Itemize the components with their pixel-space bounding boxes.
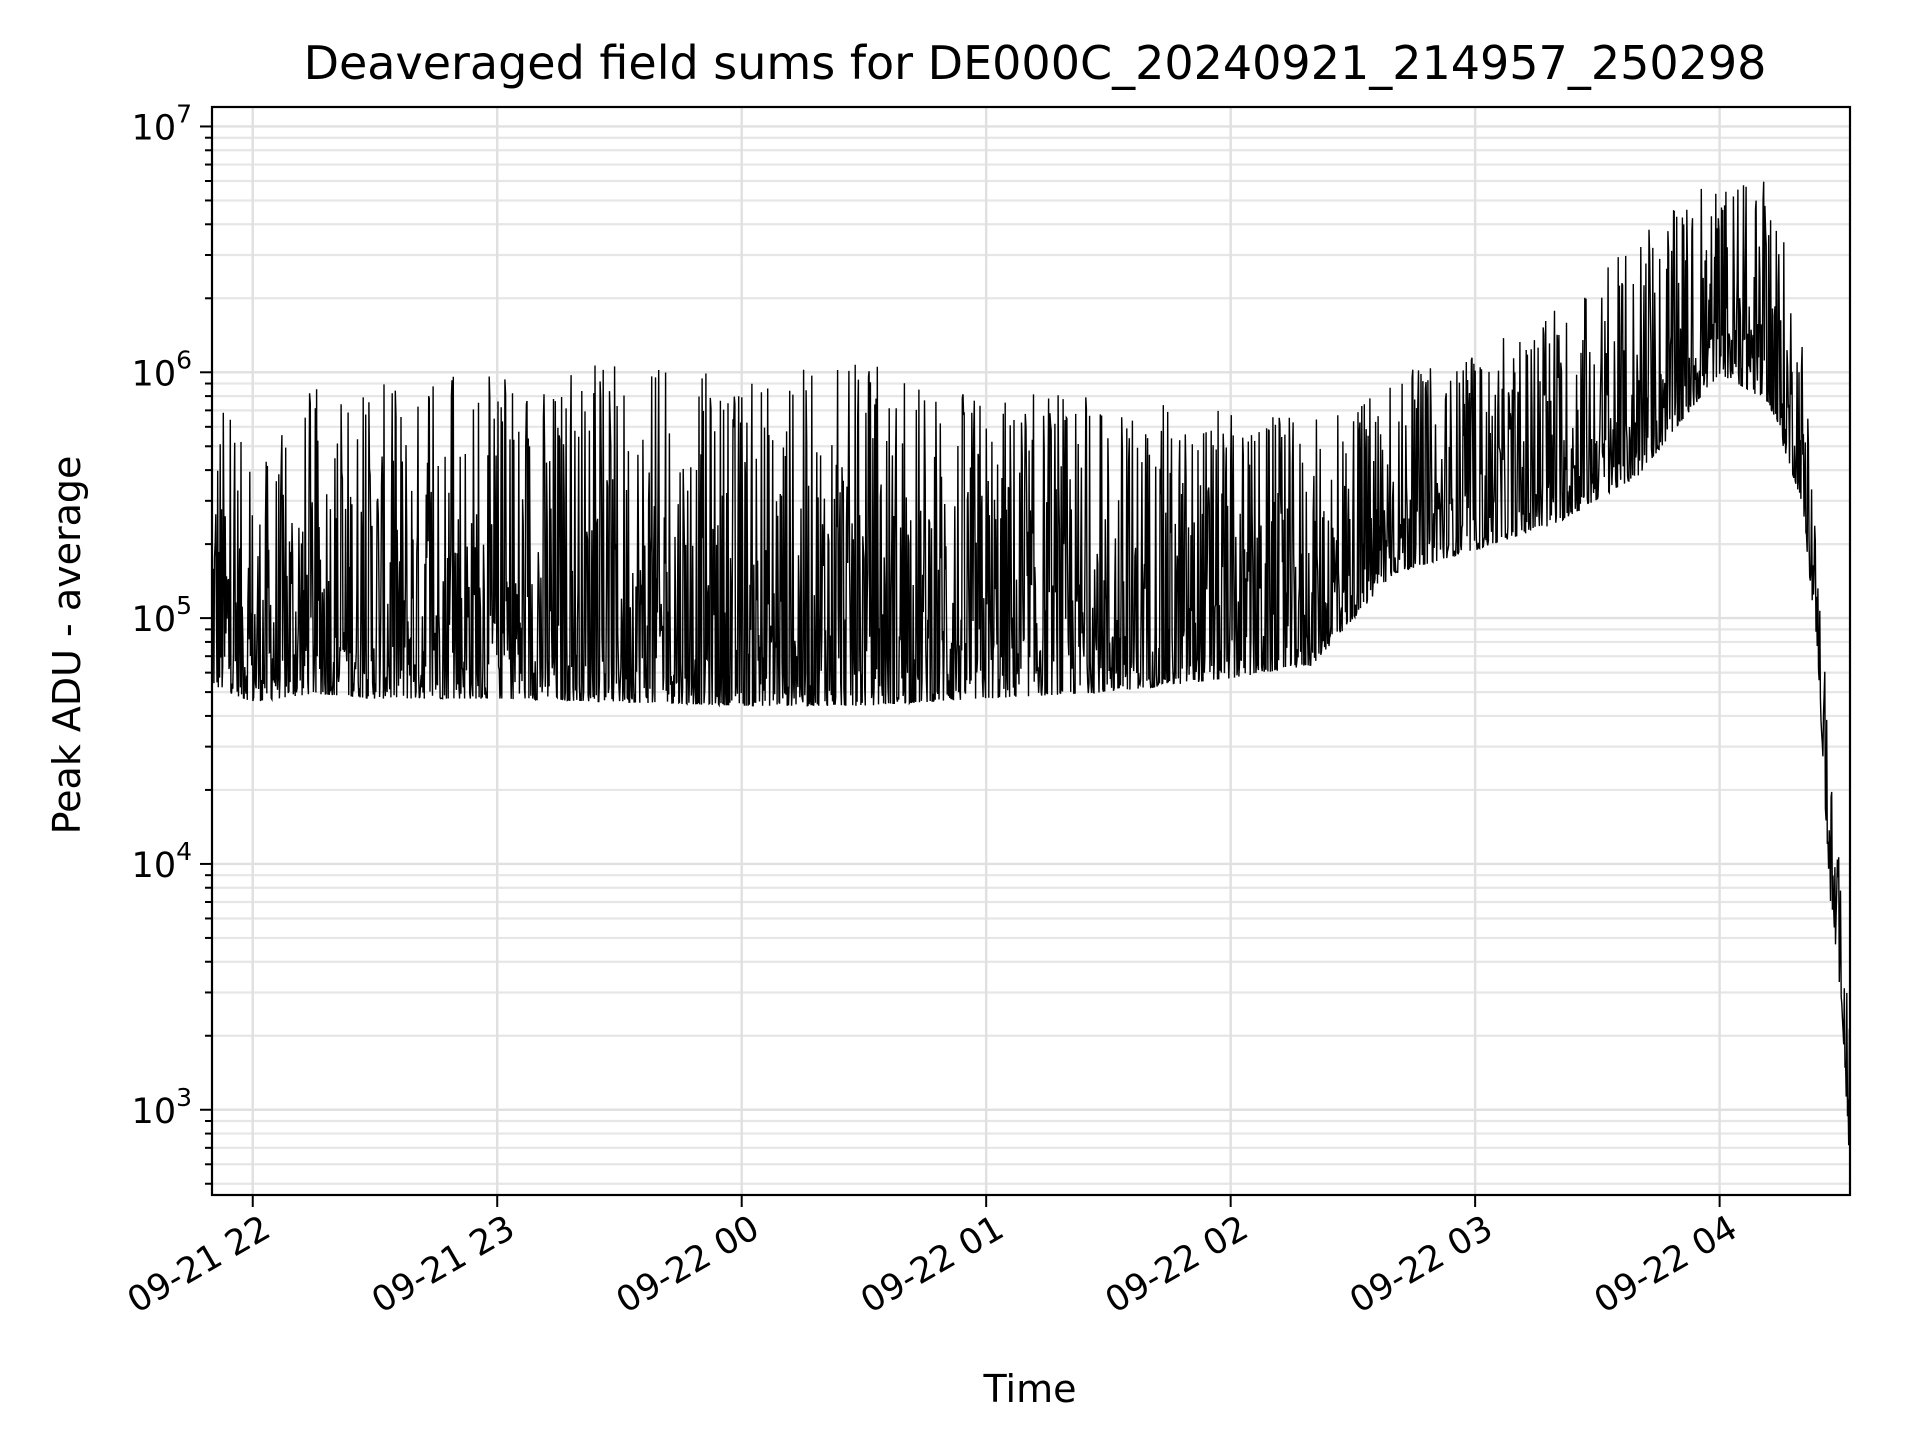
- y-tick-label: 104: [132, 837, 192, 886]
- y-tick-label: 105: [132, 591, 192, 640]
- y-tick-label-base: 10: [132, 846, 177, 886]
- y-tick-label: 106: [132, 345, 192, 394]
- chart-title: Deaveraged field sums for DE000C_2024092…: [304, 36, 1767, 90]
- y-axis-label: Peak ADU - average: [45, 456, 89, 835]
- x-tick-label: 09-22 00: [610, 1208, 766, 1321]
- x-tick-label: 09-22 02: [1099, 1208, 1255, 1321]
- x-tick-label: 09-22 03: [1343, 1208, 1499, 1321]
- y-tick-label-base: 10: [132, 1092, 177, 1132]
- x-axis-ticks: 09-21 22 09-21 23 09-22 00 09-22 01 09-22 02…: [121, 1195, 1744, 1321]
- y-tick-label-base: 10: [132, 354, 177, 394]
- series-line: [211, 181, 1851, 1173]
- x-tick-label: 09-21 23: [365, 1208, 521, 1321]
- y-tick-label-base: 10: [132, 108, 177, 148]
- y-tick-label-exponent: 3: [176, 1083, 192, 1112]
- x-axis-label: Time: [983, 1367, 1077, 1411]
- y-tick-label-exponent: 6: [176, 345, 192, 374]
- plot-frame: [210, 105, 1852, 1197]
- x-tick-label: 09-22 01: [854, 1208, 1010, 1321]
- y-tick-label-exponent: 4: [176, 837, 192, 866]
- x-tick-label: 09-21 22: [121, 1208, 277, 1321]
- y-tick-label-exponent: 5: [176, 591, 192, 620]
- y-tick-label-base: 10: [132, 600, 177, 640]
- y-tick-label-exponent: 7: [176, 99, 192, 128]
- x-tick-label: 09-22 04: [1588, 1208, 1744, 1321]
- y-tick-label: 103: [132, 1083, 192, 1132]
- y-tick-label: 107: [132, 99, 192, 148]
